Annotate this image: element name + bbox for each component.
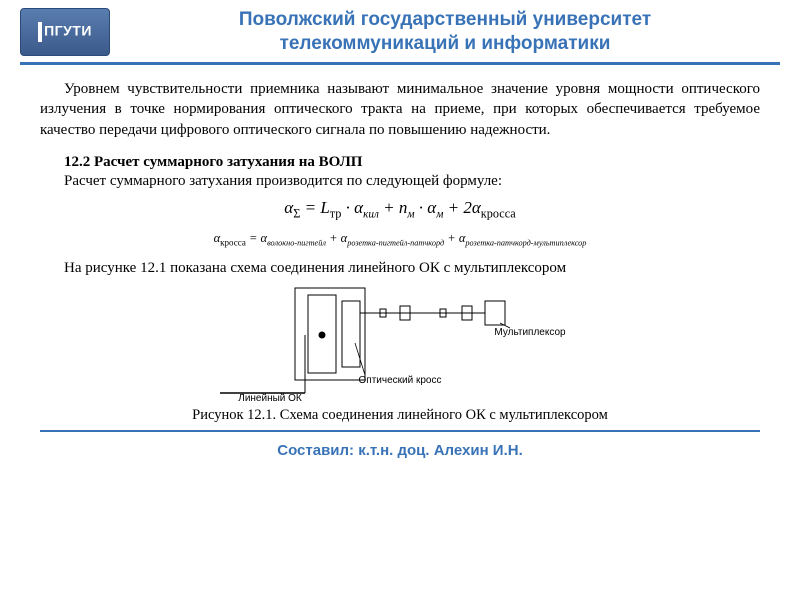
equation-total-attenuation: αΣ = Lтр · αкил + nм · αм + 2αкросса (40, 198, 760, 221)
label-left: Линейный ОК (238, 393, 302, 403)
content: Уровнем чувствительности приемника назыв… (0, 79, 800, 424)
paragraph-sensitivity: Уровнем чувствительности приемника назыв… (40, 79, 760, 140)
logo: ПГУТИ (20, 8, 110, 56)
figure-intro: На рисунке 12.1 показана схема соединени… (40, 260, 760, 277)
footer-divider (40, 430, 760, 432)
equation-cross-attenuation: αкросса = αволокно-пигтейл + αрозетка-пи… (40, 231, 760, 248)
figure-caption: Рисунок 12.1. Схема соединения линейного… (40, 407, 760, 424)
figure: Линейный ОК Оптический кросс Мультиплекс… (40, 283, 760, 403)
section-subtext: Расчет суммарного затухания производится… (40, 173, 760, 190)
diagram-ok-multiplexer: Линейный ОК Оптический кросс Мультиплекс… (210, 283, 590, 403)
header-divider (20, 62, 780, 65)
logo-text: ПГУТИ (38, 22, 92, 42)
footer-author: Составил: к.т.н. доц. Алехин И.Н. (0, 442, 800, 459)
header: ПГУТИ Поволжский государственный универс… (0, 0, 800, 60)
label-center: Оптический кросс (359, 375, 442, 386)
label-right: Мультиплексор (494, 327, 566, 338)
university-title: Поволжский государственный университет т… (110, 8, 780, 56)
university-title-line2: телекоммуникаций и информатики (110, 32, 780, 56)
university-title-line1: Поволжский государственный университет (110, 8, 780, 32)
section-heading: 12.2 Расчет суммарного затухания на ВОЛП (40, 154, 760, 171)
